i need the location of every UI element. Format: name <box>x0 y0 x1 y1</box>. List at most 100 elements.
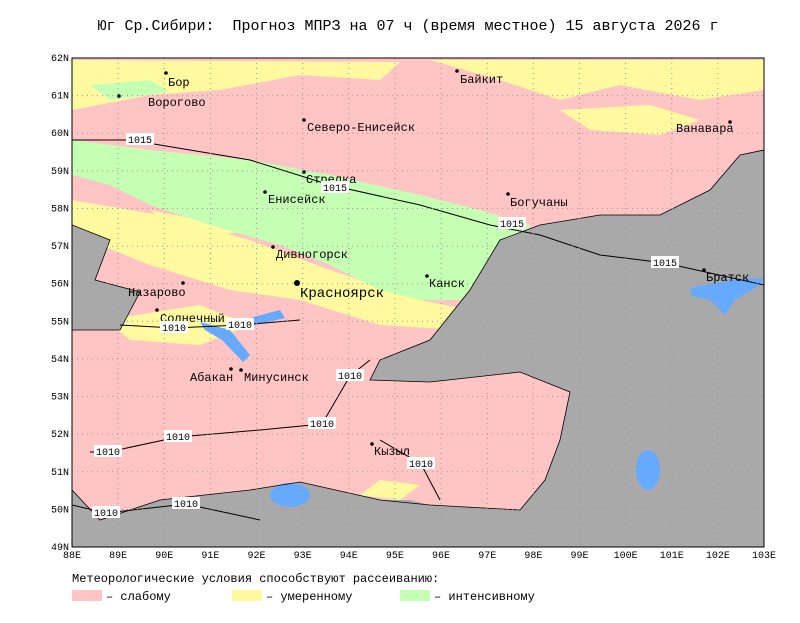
legend-swatch <box>72 590 102 601</box>
lat-label: 58N <box>51 204 69 215</box>
city-dot <box>702 268 706 272</box>
legend-item: – интенсивному <box>434 590 535 604</box>
city-dot <box>370 442 374 446</box>
city-label: Богучаны <box>510 196 568 210</box>
lon-label: 91E <box>201 551 219 562</box>
legend: Метеорологические условия способствуют р… <box>72 572 535 604</box>
lat-label: 50N <box>51 505 69 516</box>
lon-label: 92E <box>248 551 266 562</box>
boundary <box>72 149 764 521</box>
grid <box>72 58 764 547</box>
lon-label: 97E <box>478 551 496 562</box>
lat-label: 51N <box>51 468 69 479</box>
lon-label: 88E <box>63 551 81 562</box>
isobar-label-box <box>226 318 254 330</box>
legend-item: – слабому <box>106 590 171 604</box>
city-label: Минусинск <box>244 371 309 385</box>
lon-label: 89E <box>109 551 127 562</box>
isobar-label: 1010 <box>409 460 433 471</box>
lat-label: 52N <box>51 430 69 441</box>
city-label: Братск <box>706 271 749 285</box>
moderate-area <box>72 60 764 500</box>
map: 62N 61N 60N 59N 58N 57N 56N 55N 54N 53N 52N 51N 50N 4… <box>51 54 776 562</box>
city-label: Бор <box>168 76 190 90</box>
city-dot <box>117 94 121 98</box>
lon-label: 93E <box>294 551 312 562</box>
city-dot <box>229 367 233 371</box>
isobar-label-box <box>651 256 679 268</box>
lat-label: 55N <box>51 317 69 328</box>
map-frame <box>71 57 765 548</box>
isobar-label-box <box>308 417 336 429</box>
isobar-label-box <box>160 321 188 333</box>
city-label: Канск <box>429 277 465 291</box>
legend-swatch <box>232 590 262 601</box>
water <box>200 278 764 507</box>
city-dot <box>425 274 429 278</box>
lon-label: 90E <box>155 551 173 562</box>
lat-label: 49N <box>51 543 69 554</box>
lon-label: 99E <box>570 551 588 562</box>
isobar-label-box <box>126 133 154 145</box>
isobar-label: 1010 <box>94 509 118 520</box>
isobar-label: 1010 <box>310 420 334 431</box>
city-label: Ванавара <box>676 122 734 136</box>
isobar-label: 1010 <box>162 324 186 335</box>
lat-label: 53N <box>51 393 69 404</box>
isobar-label-box <box>336 369 364 381</box>
isobar-label: 1010 <box>174 500 198 511</box>
city-label: Кызыл <box>374 445 410 459</box>
city-dot <box>181 281 185 285</box>
city-label: Дивногорск <box>276 248 348 262</box>
lat-label: 60N <box>51 129 69 140</box>
lat-label: 59N <box>51 167 69 178</box>
isobar-label: 1015 <box>653 259 677 270</box>
city-dot <box>155 308 159 312</box>
city-dot <box>263 190 267 194</box>
lat-label: 62N <box>51 54 69 65</box>
lon-label: 101E <box>660 551 684 562</box>
lat-label: 61N <box>51 92 69 103</box>
city-label: Ворогово <box>148 96 206 110</box>
lon-label: 95E <box>386 551 404 562</box>
isobar-label: 1015 <box>323 184 347 195</box>
isobar-label-box <box>498 217 526 229</box>
city-dot <box>506 192 510 196</box>
city-label: Абакан <box>190 371 233 385</box>
city-dot <box>271 245 275 249</box>
isobar-label-box <box>321 181 349 193</box>
isobar-label: 1015 <box>500 220 524 231</box>
city-dot <box>164 71 168 75</box>
lat-label: 57N <box>51 242 69 253</box>
city-dot <box>294 280 300 286</box>
legend-item: – умеренному <box>266 590 352 604</box>
isobar-label: 1010 <box>96 448 120 459</box>
isobar-label-box <box>92 506 120 518</box>
isobars <box>72 139 764 521</box>
city-label: Красноярск <box>300 286 384 302</box>
city-label: Байкит <box>460 73 503 87</box>
city-label: Северо-Енисейск <box>307 121 415 135</box>
city-dot <box>302 170 306 174</box>
lat-label: 56N <box>51 280 69 291</box>
city-dot <box>455 69 459 73</box>
intense-area <box>72 80 530 300</box>
isobar-label: 1010 <box>166 433 190 444</box>
isobar-label: 1010 <box>228 321 252 332</box>
legend-heading: Метеорологические условия способствуют р… <box>72 572 439 586</box>
outside-area <box>72 150 764 547</box>
city-label: Назарово <box>128 286 186 300</box>
isobar-label: 1015 <box>128 136 152 147</box>
lon-label: 103E <box>752 551 776 562</box>
map-title: Юг Ср.Сибири: Прогноз МПРЗ на 07 ч (врем… <box>97 18 718 35</box>
isobar-label-box <box>407 457 435 469</box>
city-dot <box>302 118 306 122</box>
map-labels: 62N 61N 60N 59N 58N 57N 56N 55N 54N 53N 52N 51N 50N 4… <box>51 54 776 562</box>
legend-swatch <box>400 590 430 601</box>
lon-label: 100E <box>614 551 638 562</box>
city-dot <box>239 368 243 372</box>
isobar-label: 1010 <box>338 372 362 383</box>
lon-label: 98E <box>524 551 542 562</box>
isobar-label-box <box>94 445 122 457</box>
